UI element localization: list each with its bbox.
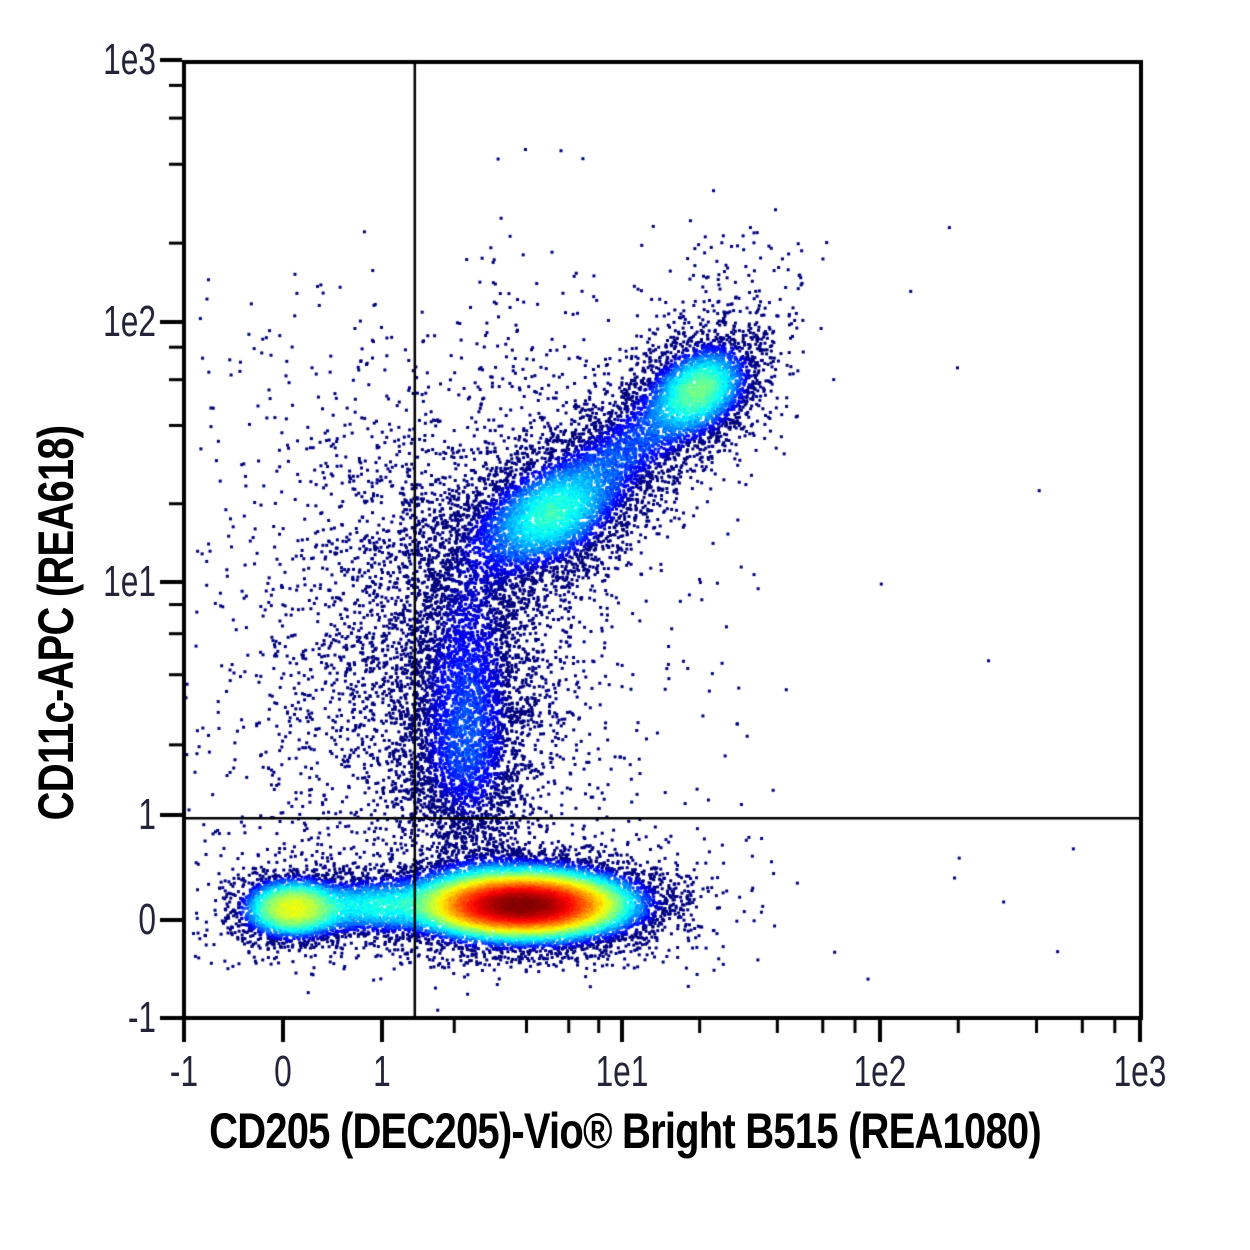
x-tick-label: 1	[373, 1047, 391, 1096]
x-tick-label: 1e1	[595, 1047, 649, 1096]
y-tick-label: 1	[138, 790, 156, 839]
y-tick-label: 1e1	[103, 557, 156, 606]
x-axis-title: CD205 (DEC205)-Vio® Bright B515 (REA1080…	[209, 1103, 1042, 1159]
y-tick-label: -1	[127, 993, 156, 1042]
y-axis-title: CD11c-APC (REA618)	[28, 425, 84, 821]
y-tick-label: 1e3	[103, 35, 156, 84]
x-tick-label: 0	[274, 1047, 292, 1096]
x-tick-label: -1	[169, 1047, 199, 1096]
x-tick-label: 1e3	[1113, 1047, 1167, 1096]
x-tick-label: 1e2	[853, 1047, 907, 1096]
y-tick-label: 1e2	[103, 297, 156, 346]
y-tick-label: 0	[138, 895, 156, 944]
